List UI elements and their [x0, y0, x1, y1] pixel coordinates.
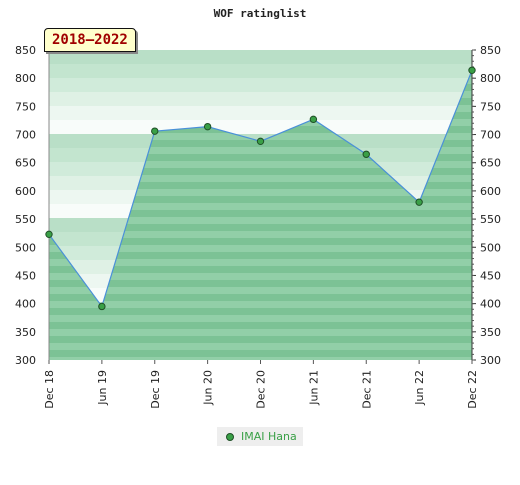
y-tick-label-right: 800 — [480, 72, 501, 85]
y-tick-label-left: 800 — [15, 72, 36, 85]
data-point — [468, 66, 476, 74]
y-tick-label-right: 850 — [480, 44, 501, 57]
y-tick-label-right: 700 — [480, 129, 501, 142]
area-layer — [49, 70, 472, 361]
x-tick-label: Jun 22 — [413, 370, 426, 406]
y-tick-label-right: 750 — [480, 100, 501, 113]
x-tick-label: Dec 21 — [360, 370, 373, 409]
y-tick-label-right: 550 — [480, 213, 501, 226]
x-tick-label: Dec 22 — [466, 370, 479, 409]
data-point — [151, 127, 159, 135]
data-point — [98, 302, 106, 311]
y-tick-label-left: 850 — [15, 44, 36, 57]
data-point — [415, 198, 423, 206]
legend[interactable]: IMAI Hana — [217, 427, 303, 446]
y-tick-label-right: 450 — [480, 269, 501, 282]
axes: 300 300 350 350 400 400 450 450 500 500 550 550 600 6… — [15, 44, 501, 409]
data-point — [45, 230, 53, 239]
date-range-badge: 2018–2022 — [44, 28, 136, 52]
y-tick-label-left: 550 — [15, 213, 36, 226]
background-band — [49, 50, 472, 64]
chart-title: WOF ratinglist — [214, 7, 307, 20]
background-band — [49, 106, 472, 120]
background-band — [49, 64, 472, 78]
y-tick-label-left: 400 — [15, 298, 36, 311]
background-band — [49, 120, 472, 134]
y-tick-label-right: 350 — [480, 326, 501, 339]
y-tick-label-right: 300 — [480, 354, 501, 367]
x-tick-label: Jun 20 — [202, 370, 215, 406]
data-point — [256, 137, 265, 146]
y-tick-label-right: 600 — [480, 185, 501, 198]
x-tick-label: Dec 18 — [43, 370, 56, 409]
y-tick-label-left: 350 — [15, 326, 36, 339]
y-tick-label-right: 650 — [480, 157, 501, 170]
x-tick-label: Jun 21 — [307, 370, 320, 406]
legend-marker-icon — [226, 432, 234, 441]
x-tick-label: Dec 20 — [255, 370, 268, 409]
data-point — [309, 115, 318, 124]
background-band — [49, 92, 472, 106]
data-marks — [45, 66, 476, 311]
data-point — [203, 122, 212, 131]
x-tick-label: Dec 19 — [149, 370, 162, 409]
y-tick-label-left: 300 — [15, 354, 36, 367]
x-tick-label: Jun 19 — [96, 370, 109, 406]
legend-label: IMAI Hana — [241, 430, 297, 443]
data-point — [362, 150, 370, 158]
y-tick-label-left: 650 — [15, 157, 36, 170]
y-tick-label-left: 750 — [15, 100, 36, 113]
y-tick-label-right: 500 — [480, 241, 501, 254]
y-tick-label-right: 400 — [480, 298, 501, 311]
y-tick-label-left: 600 — [15, 185, 36, 198]
series-area — [49, 70, 472, 361]
y-tick-label-left: 450 — [15, 269, 36, 282]
y-tick-label-left: 700 — [15, 129, 36, 142]
background-band — [49, 78, 472, 92]
y-tick-label-left: 500 — [15, 241, 36, 254]
